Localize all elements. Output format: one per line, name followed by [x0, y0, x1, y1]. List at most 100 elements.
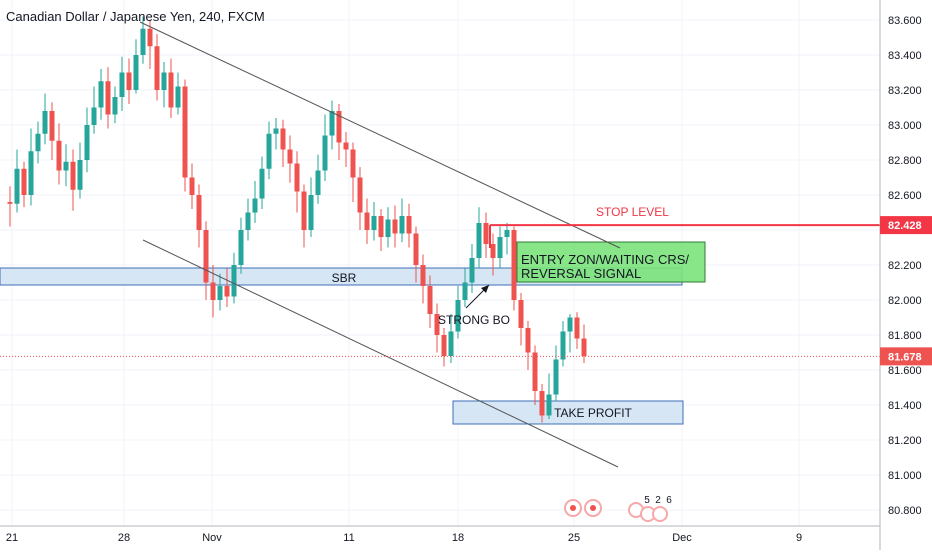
candle [553, 345, 559, 402]
candle-body [119, 72, 125, 97]
candle-body [322, 135, 328, 171]
entry-zone-box[interactable] [516, 241, 706, 283]
candle [420, 254, 426, 304]
price-axis[interactable]: 83.600 83.400 83.200 83.000 82.800 82.600 82.4… [879, 0, 932, 550]
price-tick-label: 83.000 [888, 120, 922, 132]
candle [392, 205, 398, 248]
candle-body [343, 142, 349, 150]
candle [259, 156, 265, 209]
candle-body [210, 282, 216, 300]
candle [70, 149, 76, 211]
candle [371, 202, 377, 241]
candle [483, 212, 489, 258]
candle [49, 102, 55, 160]
candle [14, 149, 20, 213]
candle [35, 121, 41, 164]
candle [245, 198, 251, 241]
candle-body [14, 168, 20, 204]
candle [175, 72, 181, 115]
time-tick-label: 28 [118, 532, 130, 544]
price-tick-label: 82.000 [888, 295, 922, 307]
candle [56, 123, 62, 185]
time-tick-label: Dec [672, 532, 692, 544]
candle [532, 345, 538, 405]
entry-label-line1: ENTRY ZON/WAITING CRS/ [521, 252, 689, 267]
candles [7, 16, 587, 423]
candle [350, 142, 356, 202]
stop-level-text: STOP LEVEL [596, 205, 669, 219]
candle [476, 207, 482, 269]
candle [287, 135, 293, 183]
candle-body [462, 282, 468, 300]
candle [343, 132, 349, 167]
economic-event-icon[interactable] [652, 506, 668, 522]
candle-body [161, 72, 167, 90]
candle-body [112, 97, 118, 115]
candle-body [406, 216, 412, 234]
candle [91, 86, 97, 134]
upper-channel-line[interactable] [139, 21, 621, 249]
candle-body [203, 230, 209, 283]
event-count-label: 6 [666, 495, 672, 506]
time-axis[interactable]: 21 28 Nov 11 18 25 Dec 9 [0, 525, 880, 544]
price-tick-label: 82.200 [888, 260, 922, 272]
price-tick-label: 81.000 [888, 470, 922, 482]
candle-body [301, 191, 307, 230]
event-count-label: 2 [655, 495, 661, 506]
candle-body [280, 128, 286, 150]
candle [147, 20, 153, 69]
candle-body [21, 168, 27, 195]
candle-body [511, 230, 517, 300]
candle-body [238, 230, 244, 265]
stop-level-badge [880, 216, 932, 235]
candle [280, 119, 286, 167]
candle [224, 268, 230, 307]
candle [504, 223, 510, 255]
candle-body [560, 331, 566, 360]
lower-channel-line[interactable] [142, 239, 619, 468]
candle-body [476, 223, 482, 258]
candle-body [574, 317, 580, 339]
grid [0, 0, 880, 526]
candle [21, 161, 27, 208]
candle [385, 207, 391, 248]
candle [511, 226, 517, 311]
candle [196, 184, 202, 248]
candle-body [357, 177, 363, 213]
candle-body [364, 212, 370, 230]
candle [231, 252, 237, 304]
candle [560, 321, 566, 367]
candle-body [469, 258, 475, 283]
candle [539, 384, 545, 423]
price-tick-label: 82.800 [888, 155, 922, 167]
candle-body [182, 86, 188, 178]
candle [273, 118, 279, 150]
candle-body [399, 216, 405, 234]
candle-body [245, 212, 251, 230]
candle-body [168, 72, 174, 108]
candle-body [147, 28, 153, 47]
candle [84, 107, 90, 173]
candle-body [287, 149, 293, 164]
candle-body [329, 111, 335, 136]
candle-body [140, 28, 146, 55]
price-tick-label: 80.800 [888, 505, 922, 517]
time-tick-label: 11 [343, 532, 354, 544]
candle-body [224, 286, 230, 297]
candle [567, 314, 573, 353]
candle [315, 154, 321, 204]
candle-body [525, 328, 531, 353]
candle [161, 62, 167, 108]
candle-body [567, 317, 573, 332]
annotations: STOP LEVEL SBR ENTRY ZON/WAITING CRS/REVER… [332, 205, 689, 522]
candle-body [105, 81, 111, 115]
candle-body [497, 237, 503, 258]
candle [126, 58, 132, 104]
candle [399, 198, 405, 243]
candle [497, 226, 503, 269]
candle-body [91, 107, 97, 125]
candle [441, 328, 447, 367]
take-profit-zone[interactable] [452, 400, 684, 425]
candle [469, 244, 475, 293]
